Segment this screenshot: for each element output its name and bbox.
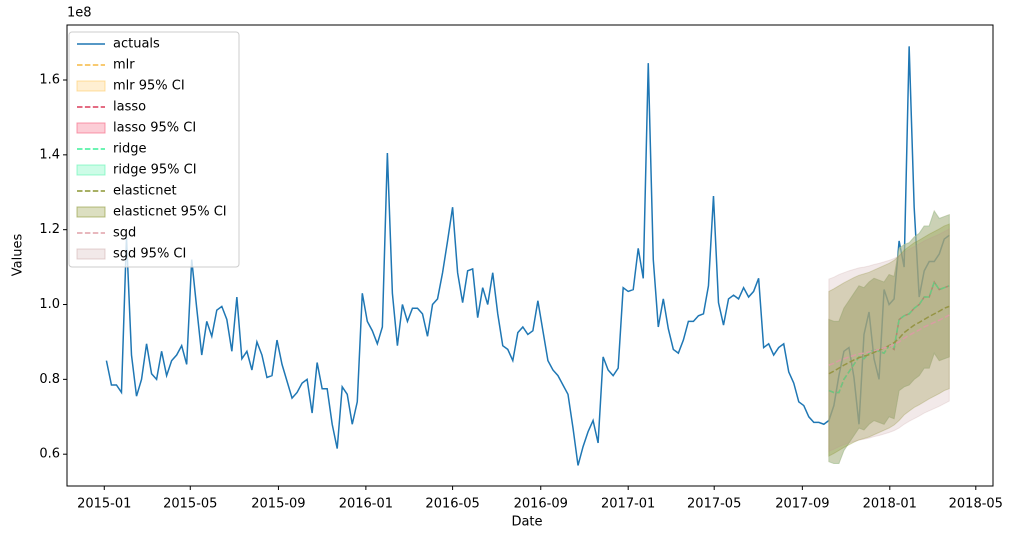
x-tick-label: 2015-05: [163, 497, 217, 512]
y-tick-label: 1.2: [39, 222, 60, 237]
legend-swatch: [76, 164, 106, 176]
ci-band: [828, 209, 950, 465]
legend-label: actuals: [113, 37, 160, 52]
ci-band: [828, 209, 950, 465]
x-tick-label: 2017-01: [601, 497, 655, 512]
line-series: [828, 314, 950, 366]
legend-label: elasticnet 95% CI: [113, 205, 227, 220]
legend-label: mlr 95% CI: [113, 79, 185, 94]
legend-box: [68, 31, 240, 268]
y-offset-label: 1e8: [67, 6, 92, 21]
y-tick-label: 0.8: [39, 372, 60, 387]
y-tick-label: 1.4: [39, 147, 60, 162]
x-tick-label: 2018-05: [949, 497, 1003, 512]
ci-band: [828, 223, 950, 457]
legend-label: ridge 95% CI: [113, 163, 197, 178]
plot-area: [105, 46, 950, 466]
legend-label: lasso 95% CI: [113, 121, 196, 136]
legend-swatch: [76, 80, 106, 92]
y-tick-label: 1.6: [39, 73, 60, 88]
ci-band: [828, 209, 950, 465]
legend-swatch: [76, 248, 106, 260]
x-tick-label: 2016-09: [514, 497, 568, 512]
legend-label: lasso: [113, 100, 146, 115]
x-tick-label: 2017-09: [775, 497, 829, 512]
x-tick-label: 2016-01: [339, 497, 393, 512]
legend-label: ridge: [113, 142, 146, 157]
x-tick-label: 2017-05: [687, 497, 741, 512]
line-series: [105, 46, 950, 466]
x-tick-label: 2015-09: [251, 497, 305, 512]
y-axis-label: Values: [11, 234, 26, 277]
legend-label: sgd: [113, 226, 136, 241]
x-axis-label: Date: [511, 515, 542, 530]
legend-label: sgd 95% CI: [113, 247, 186, 262]
y-tick-label: 0.6: [39, 447, 60, 462]
legend-label: elasticnet: [113, 184, 177, 199]
axes-frame: [66, 24, 994, 487]
legend-label: mlr: [113, 58, 135, 73]
x-tick-label: 2018-01: [863, 497, 917, 512]
ci-band: [828, 228, 950, 452]
y-tick-label: 1.0: [39, 297, 60, 312]
x-tick-label: 2016-05: [425, 497, 479, 512]
legend-swatch: [76, 122, 106, 134]
x-tick-label: 2015-01: [77, 497, 131, 512]
legend-swatch: [76, 206, 106, 218]
